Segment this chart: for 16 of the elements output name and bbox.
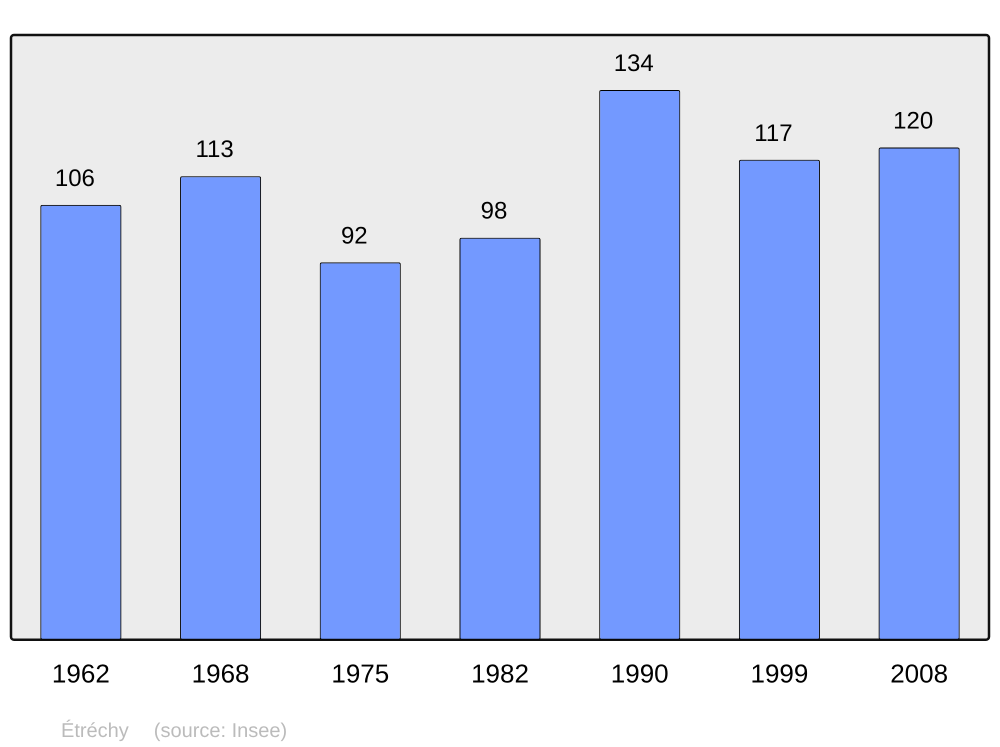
x-tick-label: 1975	[331, 658, 390, 689]
x-tick-label: 1962	[52, 658, 110, 689]
x-tick-label: 1999	[750, 658, 808, 689]
data-label: 117	[754, 120, 793, 147]
data-label: 113	[195, 136, 234, 164]
data-label: 106	[54, 164, 95, 192]
data-label: 120	[893, 107, 934, 134]
data-label: 134	[614, 50, 654, 78]
data-label: 92	[340, 222, 368, 250]
x-tick-label: 1968	[192, 658, 250, 689]
x-tick-label: 1982	[471, 658, 529, 689]
data-label: 98	[480, 198, 508, 225]
text: (source: Insee)	[154, 720, 288, 742]
text: Étréchy	[61, 719, 129, 742]
x-tick-label: 2008	[890, 658, 948, 689]
x-tick-label: 1990	[610, 658, 669, 689]
